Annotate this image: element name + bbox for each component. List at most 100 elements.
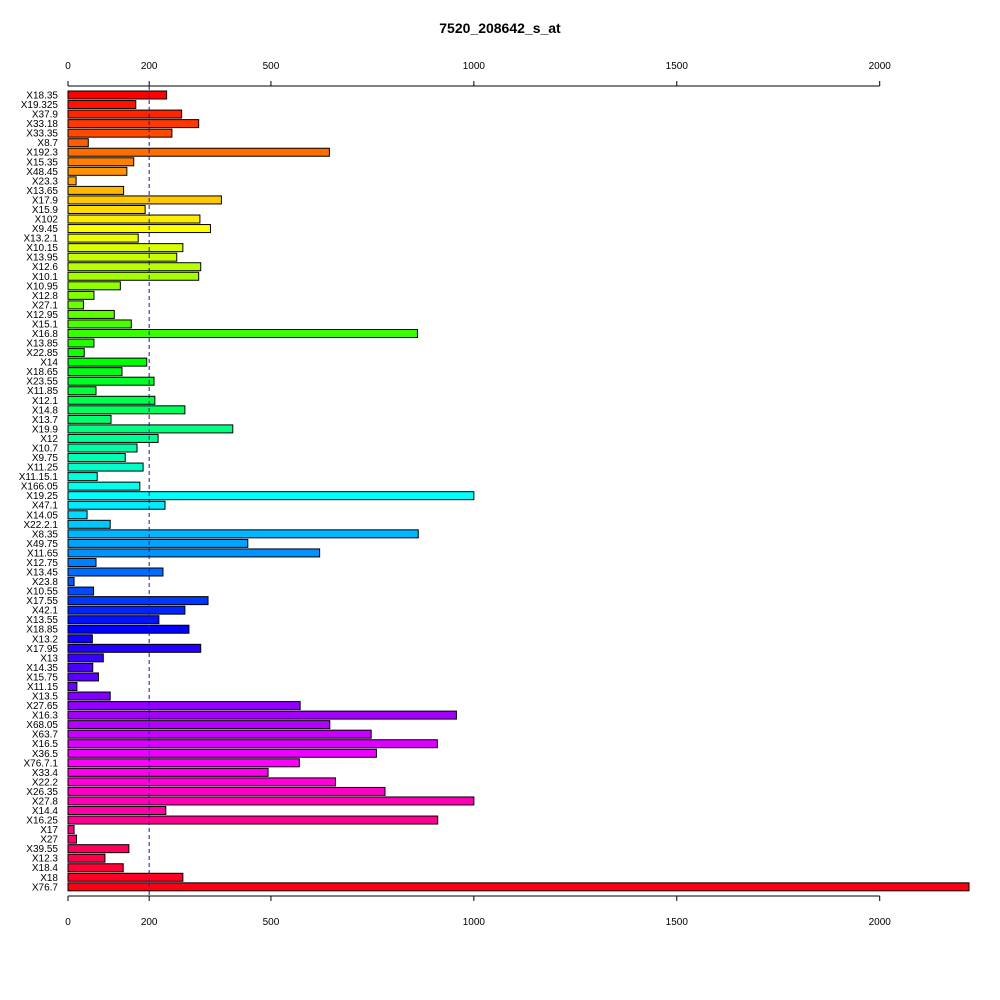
bar — [67, 786, 386, 796]
bar — [67, 653, 104, 663]
category-label: X48.45 — [26, 167, 58, 178]
category-label: X12.3 — [32, 854, 59, 865]
bar — [67, 567, 164, 577]
category-label: X23.55 — [26, 377, 58, 388]
bottom-axis-tick-label: 500 — [263, 917, 280, 928]
category-label: X27 — [40, 835, 58, 846]
category-label: X19.25 — [26, 491, 58, 502]
category-label: X13.65 — [26, 186, 58, 197]
category-label: X22.2.1 — [24, 520, 59, 531]
category-label: X18.65 — [26, 367, 58, 378]
bar — [67, 271, 200, 281]
category-label: X26.35 — [26, 787, 58, 798]
bar — [67, 691, 111, 701]
bar — [67, 443, 138, 453]
bar — [67, 596, 209, 606]
bar — [67, 739, 438, 749]
bar — [67, 701, 301, 711]
category-label: X13.45 — [26, 568, 58, 579]
category-label: X33.18 — [26, 119, 58, 130]
bar — [67, 109, 183, 119]
category-label: X18.4 — [32, 863, 59, 874]
bar — [67, 243, 184, 253]
bottom-axis-tick-label: 1000 — [463, 917, 486, 928]
bar — [67, 100, 137, 110]
bar — [67, 405, 186, 415]
category-label: X10.15 — [26, 243, 58, 254]
bar — [67, 262, 202, 272]
bar — [67, 176, 77, 186]
bar — [67, 281, 121, 291]
bar — [67, 681, 78, 691]
bar — [67, 214, 201, 224]
bar — [67, 806, 167, 815]
top-axis-tick-label: 2000 — [869, 61, 892, 72]
bar — [67, 882, 970, 892]
category-label: X10.1 — [32, 272, 59, 283]
bar — [67, 376, 155, 386]
bar — [67, 844, 130, 854]
bar — [67, 672, 99, 682]
top-axis-tick-label: 200 — [141, 61, 158, 72]
category-label: X16.25 — [26, 816, 58, 827]
bar — [67, 319, 132, 329]
bar — [67, 729, 372, 739]
category-label: X12.95 — [26, 310, 58, 321]
category-label: X13.7 — [32, 415, 59, 426]
bar — [67, 386, 97, 396]
category-label: X17 — [40, 825, 58, 836]
bar — [67, 519, 111, 529]
bar — [67, 472, 98, 482]
category-label: X12.1 — [32, 396, 59, 407]
bar — [67, 863, 124, 873]
bar — [67, 348, 85, 358]
category-label: X42.1 — [32, 606, 59, 617]
category-label: X8.7 — [37, 138, 58, 149]
category-label: X13.85 — [26, 339, 58, 350]
bar — [67, 433, 159, 443]
bar — [67, 147, 330, 157]
bar — [67, 90, 168, 100]
bar — [67, 557, 97, 567]
category-label: X27.8 — [32, 796, 59, 807]
category-label: X36.5 — [32, 749, 59, 760]
category-label: X10.95 — [26, 281, 58, 292]
category-label: X17.55 — [26, 596, 58, 607]
category-label: X14.35 — [26, 663, 58, 674]
category-label: X10.55 — [26, 587, 58, 598]
category-label: X49.75 — [26, 539, 58, 550]
bar — [67, 643, 202, 653]
bar — [67, 624, 190, 634]
bar — [67, 329, 418, 338]
bar — [67, 138, 89, 148]
bar — [67, 128, 173, 138]
category-label: X15.75 — [26, 672, 58, 683]
bar — [67, 529, 419, 539]
category-label: X16.8 — [32, 329, 59, 340]
bar — [67, 586, 95, 596]
bar — [67, 395, 156, 405]
bar — [67, 758, 300, 768]
bottom-axis-tick-label: 1500 — [666, 917, 689, 928]
bar — [67, 710, 457, 720]
category-label: X14.4 — [32, 806, 59, 817]
category-label: X12.75 — [26, 558, 58, 569]
category-label: X16.5 — [32, 739, 59, 750]
category-label: X102 — [35, 215, 59, 226]
bar — [67, 309, 115, 319]
category-label: X27.1 — [32, 300, 59, 311]
category-label: X13.95 — [26, 253, 58, 264]
category-label: X68.05 — [26, 720, 58, 731]
bar — [67, 605, 186, 615]
bar — [67, 634, 93, 644]
bar — [67, 510, 88, 520]
bar — [67, 195, 222, 205]
category-label: X10.7 — [32, 443, 59, 454]
bottom-axis-tick-label: 200 — [141, 917, 158, 928]
bottom-axis-tick-label: 2000 — [869, 917, 892, 928]
top-axis-tick-label: 1500 — [666, 61, 689, 72]
category-label: X14 — [40, 358, 58, 369]
category-label: X63.7 — [32, 730, 59, 741]
category-label: X13.5 — [32, 692, 59, 703]
bar — [67, 204, 146, 214]
